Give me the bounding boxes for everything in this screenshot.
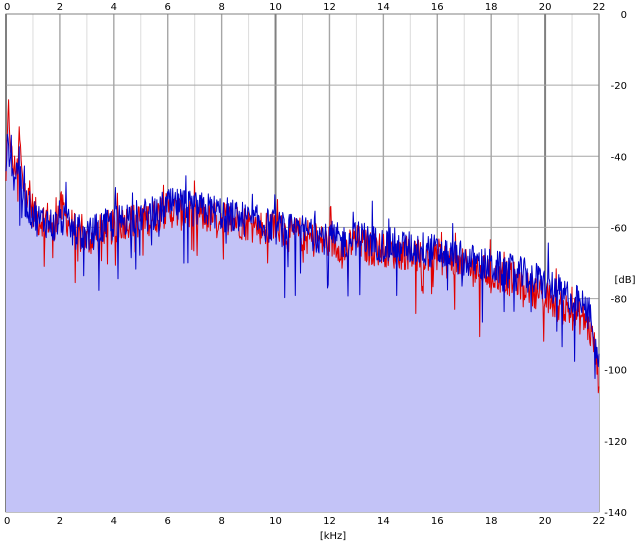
y-tick-labels: 0 -20 -40 -60 -80 -100 -120 -140 — [604, 10, 627, 519]
series-line-red — [5, 99, 600, 394]
x-tick-label-top: 18 — [485, 2, 498, 13]
y-tick-label: -80 — [611, 295, 627, 306]
x-tick-label-top: 12 — [323, 2, 336, 13]
x-tick-label-top: 16 — [431, 2, 444, 13]
y-tick-label: 0 — [621, 10, 627, 21]
series-lines — [5, 99, 600, 394]
x-axis-label: [kHz] — [320, 531, 346, 542]
x-tick-label-bottom: 22 — [593, 516, 606, 527]
x-tick-label-top: 4 — [111, 2, 117, 13]
y-tick-label: -60 — [611, 223, 627, 234]
x-tick-label-bottom: 20 — [539, 516, 552, 527]
y-tick-label: -120 — [604, 437, 627, 448]
x-tick-label-top: 20 — [539, 2, 552, 13]
y-axis-label: [dB] — [614, 275, 635, 286]
x-tick-label-top: 10 — [269, 2, 282, 13]
series-line-blue — [5, 133, 600, 379]
x-tick-label-top: 6 — [165, 2, 171, 13]
x-tick-label-top: 22 — [593, 2, 606, 13]
x-tick-label-top: 8 — [218, 2, 224, 13]
y-tick-label: -100 — [604, 366, 627, 377]
x-tick-label-top: 14 — [377, 2, 390, 13]
x-tick-label-bottom: 16 — [431, 516, 444, 527]
y-tick-label: -20 — [611, 81, 627, 92]
x-tick-label-bottom: 10 — [269, 516, 282, 527]
x-tick-label-bottom: 4 — [111, 516, 117, 527]
x-tick-label-top: 2 — [57, 2, 63, 13]
x-tick-label-bottom: 6 — [165, 516, 171, 527]
x-tick-label-bottom: 12 — [323, 516, 336, 527]
x-tick-label-top: 0 — [4, 2, 10, 13]
y-tick-label: -140 — [604, 508, 627, 519]
x-tick-label-bottom: 0 — [4, 516, 10, 527]
x-tick-label-bottom: 18 — [485, 516, 498, 527]
x-tick-label-bottom: 14 — [377, 516, 390, 527]
y-tick-label: -40 — [611, 152, 627, 163]
x-tick-label-bottom: 2 — [57, 516, 63, 527]
x-tick-label-bottom: 8 — [218, 516, 224, 527]
